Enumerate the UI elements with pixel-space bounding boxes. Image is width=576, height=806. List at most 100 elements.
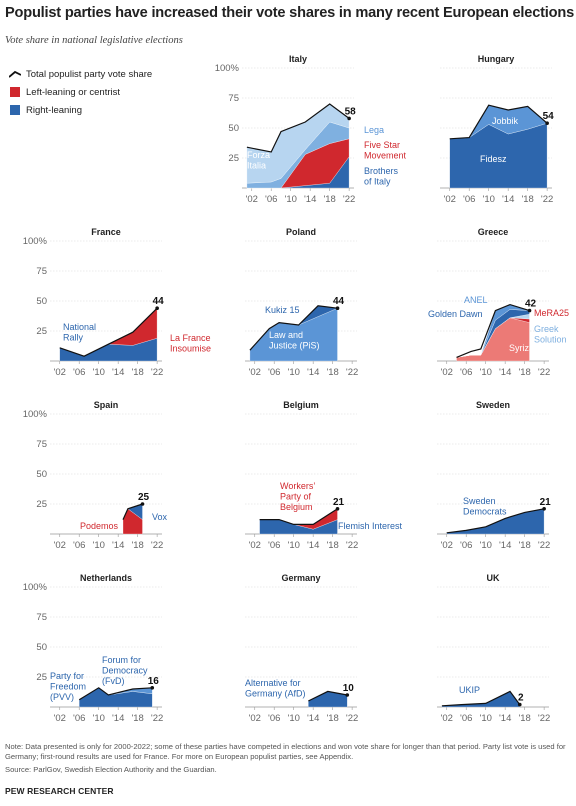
- series-label-line: Democrats: [463, 507, 507, 517]
- total-line-belgium: [259, 508, 338, 526]
- x-tick-label: '18: [518, 540, 530, 551]
- chart-subtitle: Vote share in national legislative elect…: [5, 35, 183, 46]
- x-tick-label: '18: [326, 540, 338, 551]
- series-label-line: Solution: [534, 335, 567, 345]
- total-end-point: [150, 686, 155, 690]
- total-value-label: 25: [138, 492, 150, 503]
- x-tick-label: '10: [288, 540, 300, 551]
- y-tick-label: 100%: [215, 63, 240, 74]
- x-tick-label: '02: [441, 367, 453, 378]
- panel-greece: Greece '02 '06 '10 '14 '18 '22 42 Syriza MeRA25 Gr…: [428, 227, 569, 378]
- x-tick-label: '06: [73, 367, 85, 378]
- series-label-jobbik: Jobbik: [492, 116, 519, 126]
- series-label-line: Syriza: [509, 343, 534, 353]
- total-value-label: 54: [543, 111, 555, 122]
- x-tick-label: '06: [460, 713, 472, 724]
- panel-title-spain: Spain: [94, 400, 119, 410]
- total-end-point: [545, 121, 549, 125]
- total-value-label: 21: [540, 497, 552, 508]
- series-label-national-rally: National Rally: [63, 322, 96, 343]
- total-end-point: [527, 308, 532, 313]
- x-tick-label: '14: [499, 540, 511, 551]
- x-tick-label: '22: [151, 367, 163, 378]
- series-label-line: Vox: [152, 512, 168, 522]
- series-label-mera25: MeRA25: [534, 308, 569, 318]
- panel-title-belgium: Belgium: [283, 400, 319, 410]
- panel-italy: Italy 100% 75 50 25 '02 '06 '10 '14 '18 '22 58 Broth…: [215, 54, 407, 205]
- x-tick-label: '06: [460, 540, 472, 551]
- total-line-poland: [249, 305, 338, 351]
- series-label-line: La France: [170, 333, 211, 343]
- total-line-hungary: [449, 104, 548, 140]
- x-tick-label: '18: [323, 194, 335, 205]
- x-tick-label: '10: [480, 367, 492, 378]
- panel-title-france: France: [91, 227, 121, 237]
- x-tick-label: '22: [343, 194, 355, 205]
- series-label-line: of Italy: [364, 177, 391, 187]
- panel-title-netherlands: Netherlands: [80, 573, 132, 583]
- y-tick-label: 50: [36, 642, 47, 653]
- y-tick-label: 75: [228, 93, 239, 104]
- y-tick-label: 25: [36, 326, 47, 337]
- total-line-greece: [456, 303, 530, 358]
- total-end-point: [347, 116, 351, 121]
- x-tick-label: '10: [93, 540, 105, 551]
- x-tick-label: '22: [346, 540, 358, 551]
- y-tick-label: 25: [36, 672, 47, 683]
- x-tick-label: '06: [268, 713, 280, 724]
- x-tick-label: '02: [249, 367, 261, 378]
- x-tick-label: '22: [538, 540, 550, 551]
- x-tick-label: '02: [54, 540, 66, 551]
- panel-spain: Spain 100% 75 50 25 '02 '06 '10 '14 '18 '22 25 Podem…: [23, 400, 168, 551]
- series-label-kukiz-15: Kukiz 15: [265, 305, 300, 315]
- panel-netherlands: Netherlands 100% 75 50 25 '02 '06 '10 '14 '18 '22 1…: [23, 573, 164, 724]
- panel-title-hungary: Hungary: [478, 54, 515, 64]
- total-value-label: 2: [518, 693, 524, 704]
- series-label-line: Five Star: [364, 140, 400, 150]
- series-label-alternative-for-germany-afd: Alternative for Germany (AfD): [245, 678, 306, 699]
- legend-total-label: Total populist party vote share: [26, 68, 153, 80]
- series-label-ukip: UKIP: [459, 685, 480, 695]
- panel-germany: Germany '02 '06 '10 '14 '18 '22 10 Alternative f…: [245, 573, 358, 724]
- panel-title-poland: Poland: [286, 227, 316, 237]
- x-tick-label: '02: [444, 194, 456, 205]
- x-tick-label: '10: [285, 194, 297, 205]
- total-value-label: 10: [343, 683, 355, 694]
- x-tick-label: '10: [480, 540, 492, 551]
- x-tick-label: '22: [151, 713, 163, 724]
- total-end-point: [155, 306, 159, 311]
- panel-title-germany: Germany: [281, 573, 320, 583]
- x-tick-label: '14: [112, 540, 124, 551]
- x-tick-label: '02: [441, 540, 453, 551]
- series-label-line: Alternative for: [245, 678, 301, 688]
- chart-title: Populist parties have increased their vo…: [5, 5, 574, 21]
- total-line-spain: [122, 503, 143, 520]
- y-tick-label: 75: [36, 612, 47, 623]
- series-label-five-star-movement: Five Star Movement: [364, 140, 407, 161]
- total-line-germany: [308, 690, 348, 702]
- series-label-law-and-justice-pis: Law and Justice (PiS): [269, 330, 320, 351]
- x-tick-label: '14: [112, 367, 124, 378]
- x-tick-label: '18: [131, 540, 143, 551]
- x-tick-label: '22: [346, 367, 358, 378]
- series-label-podemos: Podemos: [80, 521, 119, 531]
- series-label-line: Germany (AfD): [245, 689, 306, 699]
- series-label-forum-for-democracy-fvd: Forum for Democracy (FvD): [102, 655, 148, 686]
- series-label-line: Flemish Interest: [338, 521, 403, 531]
- x-tick-label: '10: [480, 713, 492, 724]
- x-tick-label: '18: [131, 713, 143, 724]
- series-label-line: Fidesz: [480, 154, 507, 164]
- y-tick-label: 75: [36, 439, 47, 450]
- total-end-point: [517, 702, 522, 707]
- series-label-line: Freedom: [50, 682, 86, 692]
- x-tick-label: '18: [326, 367, 338, 378]
- series-label-line: ANEL: [464, 295, 488, 305]
- series-label-line: Party for: [50, 671, 84, 681]
- total-line-swatch: [9, 68, 21, 80]
- x-tick-label: '02: [246, 194, 258, 205]
- x-tick-label: '10: [93, 713, 105, 724]
- total-line-uk: [441, 690, 521, 707]
- series-label-line: Brothers: [364, 166, 399, 176]
- x-tick-label: '14: [499, 367, 511, 378]
